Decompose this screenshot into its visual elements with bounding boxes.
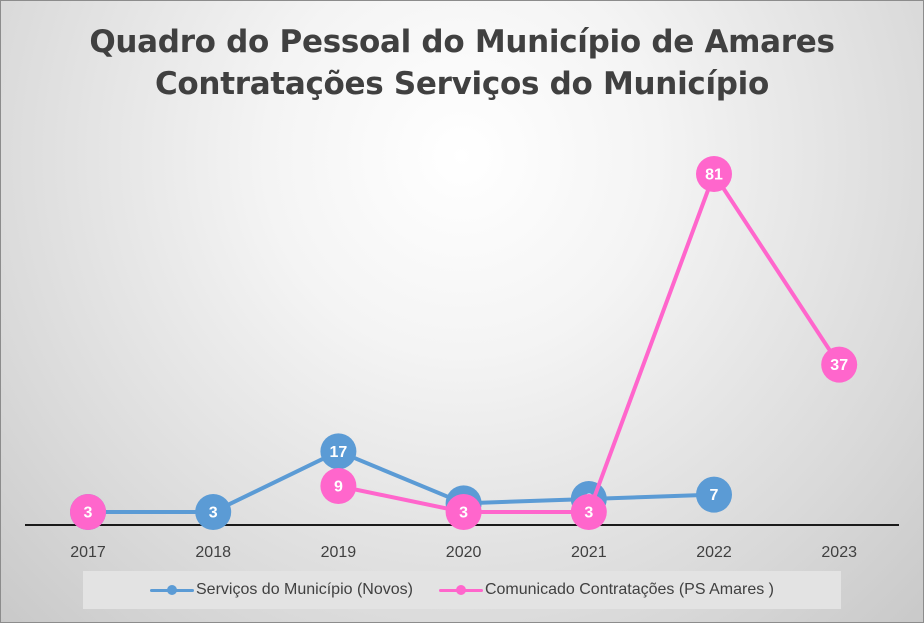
- x-tick-label-2023: 2023: [821, 544, 857, 561]
- x-tick-label-2021: 2021: [571, 544, 607, 561]
- marker-comunicado-contratacoes-ps-amares-2019: [320, 468, 357, 504]
- chart-title: Quadro do Pessoal do Município de Amares…: [1, 21, 923, 105]
- series-line-servicos-do-municipio-novos: [86, 449, 716, 514]
- marker-servicos-do-municipio-novos-2022: [696, 476, 732, 513]
- data-label-servicos-do-municipio-novos-2019: 17: [330, 444, 348, 461]
- legend-item-servicos: Serviços do Município (Novos): [150, 581, 413, 599]
- data-label-servicos-do-municipio-novos-2018: 3: [209, 505, 218, 522]
- chart-title-line-2: Contratações Serviços do Município: [154, 66, 770, 102]
- legend-label-comunicado: Comunicado Contratações (PS Amares ): [484, 581, 774, 598]
- chart-title-line-1: Quadro do Pessoal do Município de Amares: [89, 24, 835, 60]
- marker-comunicado-contratacoes-ps-amares-2020: [445, 494, 482, 530]
- legend-swatch-comunicado: [438, 584, 483, 596]
- data-label-comunicado-contratacoes-ps-amares-2021: 3: [584, 505, 593, 522]
- marker-comunicado-contratacoes-ps-amares-2017: [70, 494, 106, 530]
- data-label-comunicado-contratacoes-ps-amares-2019: 9: [334, 479, 343, 496]
- data-label-comunicado-contratacoes-ps-amares-2017: 3: [84, 505, 93, 522]
- x-tick-label-2019: 2019: [321, 544, 357, 561]
- chart-legend: Serviços do Município (Novos) Comunicado…: [83, 571, 841, 609]
- x-tick-label-2020: 2020: [446, 544, 482, 561]
- x-tick-label-2017: 2017: [70, 544, 106, 561]
- data-label-comunicado-contratacoes-ps-amares-2020: 3: [459, 505, 468, 522]
- marker-comunicado-contratacoes-ps-amares-2023: [821, 346, 858, 383]
- x-tick-label-2018: 2018: [195, 544, 231, 561]
- marker-comunicado-contratacoes-ps-amares-2021: [570, 494, 607, 530]
- legend-label-servicos: Serviços do Município (Novos): [196, 581, 413, 598]
- data-label-servicos-do-municipio-novos-2022: 7: [710, 487, 719, 504]
- data-label-comunicado-contratacoes-ps-amares-2023: 37: [830, 357, 848, 374]
- x-tick-label-2022: 2022: [696, 544, 732, 561]
- legend-swatch-servicos: [150, 584, 194, 596]
- marker-servicos-do-municipio-novos-2019: [320, 433, 357, 470]
- legend-item-comunicado: Comunicado Contratações (PS Amares ): [438, 581, 774, 599]
- series-line-comunicado-contratacoes-ps-amares: [336, 172, 842, 514]
- data-label-comunicado-contratacoes-ps-amares-2022: 81: [705, 167, 723, 184]
- marker-servicos-do-municipio-novos-2018: [195, 494, 232, 530]
- marker-comunicado-contratacoes-ps-amares-2022: [696, 156, 732, 192]
